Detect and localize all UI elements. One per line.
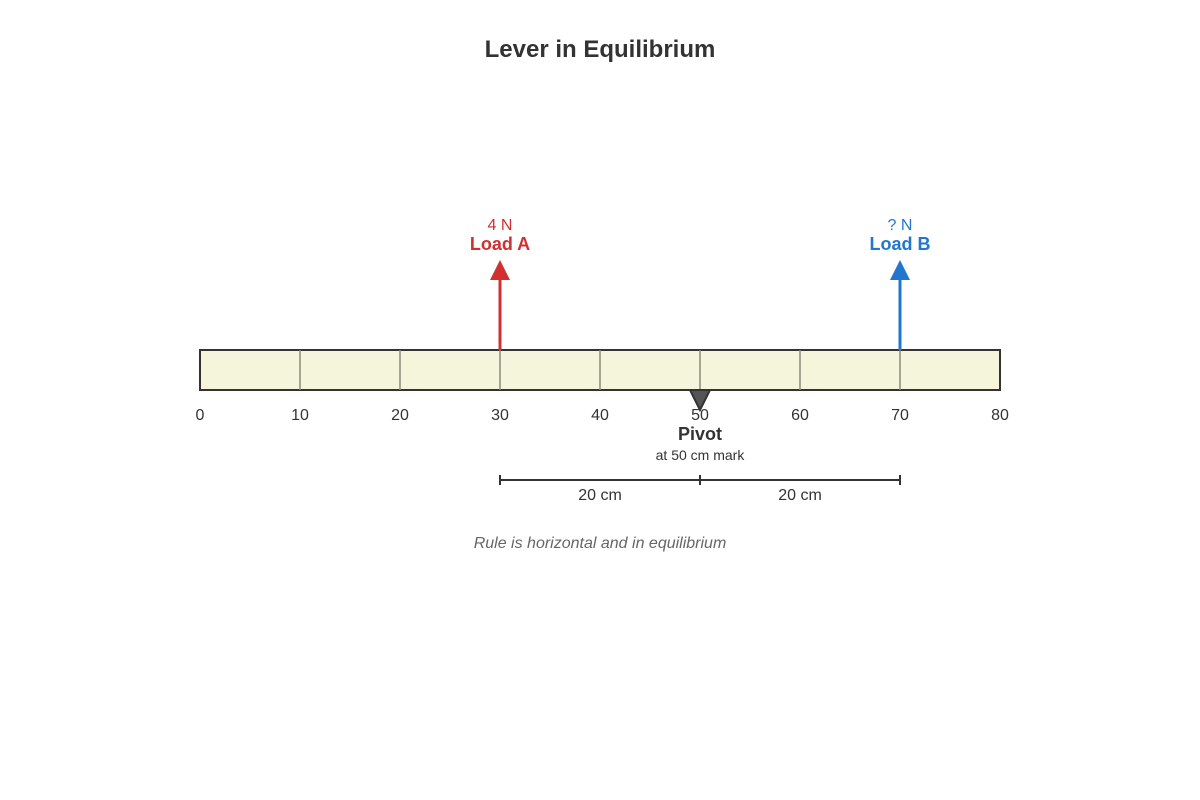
ruler-tick-label: 0: [196, 407, 205, 424]
pivot: Pivot at 50 cm mark: [656, 389, 746, 463]
ruler-ticks: [299, 350, 901, 390]
dimension-label: 20 cm: [778, 487, 822, 504]
caption: Rule is horizontal and in equilibrium: [473, 535, 727, 552]
dimension: 20 cm: [499, 475, 701, 504]
load-value: ? N: [888, 217, 913, 234]
dimension-label: 20 cm: [578, 487, 622, 504]
ruler-tick-label: 50: [691, 407, 709, 424]
ruler-tick-label: 30: [491, 407, 509, 424]
diagram-title: Lever in Equilibrium: [484, 36, 716, 63]
pivot-note: at 50 cm mark: [656, 447, 746, 463]
ruler-tick-label: 80: [991, 407, 1009, 424]
arrow-up-icon: [490, 260, 510, 280]
load-name: Load A: [470, 234, 530, 254]
pivot-label: Pivot: [678, 424, 722, 444]
dimension-lines: 20 cm 20 cm: [499, 475, 901, 504]
ruler-tick-label: 60: [791, 407, 809, 424]
ruler-tick-label: 10: [291, 407, 309, 424]
load-name: Load B: [870, 234, 931, 254]
ruler-tick-label: 40: [591, 407, 609, 424]
dimension: 20 cm: [699, 475, 901, 504]
ruler-tick-label: 70: [891, 407, 909, 424]
ruler-tick-labels: 0 10 20 30 40 50 60 70 80: [196, 407, 1009, 424]
arrow-up-icon: [890, 260, 910, 280]
pivot-triangle-icon: [688, 389, 712, 413]
load-value: 4 N: [488, 217, 513, 234]
ruler-tick-label: 20: [391, 407, 409, 424]
